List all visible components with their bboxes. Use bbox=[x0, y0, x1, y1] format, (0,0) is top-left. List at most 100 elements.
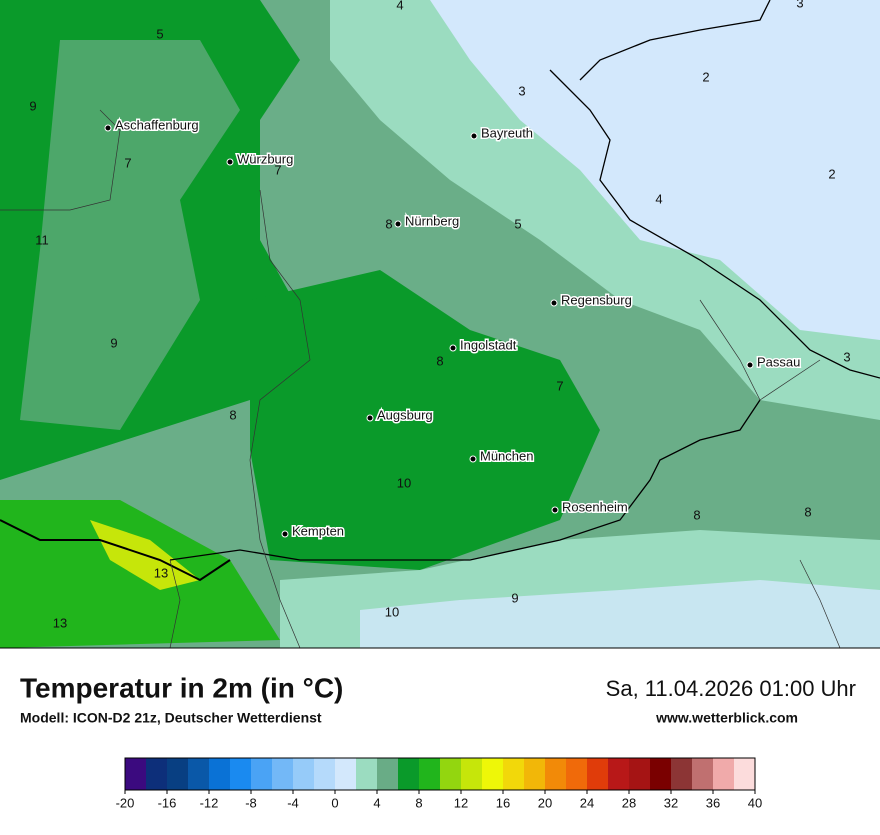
colorbar-tick-label: -20 bbox=[116, 795, 135, 810]
colorbar-tick-label: 12 bbox=[454, 795, 468, 810]
colorbar-tick-label: 40 bbox=[748, 795, 762, 810]
website: www.wetterblick.com bbox=[655, 710, 798, 726]
colorbar-tick-label: 36 bbox=[706, 795, 720, 810]
colorbar-tick-label: -12 bbox=[200, 795, 219, 810]
city-name: Aschaffenburg bbox=[115, 117, 199, 132]
colorbar-swatch bbox=[524, 758, 546, 790]
map-value-label: 8 bbox=[229, 407, 236, 422]
city-name: München bbox=[480, 448, 533, 463]
colorbar-frame bbox=[124, 757, 756, 791]
map-value-label: 3 bbox=[518, 83, 525, 98]
colorbar-swatch bbox=[335, 758, 357, 790]
cities: Aschaffenburg Würzburg Bayreuth Nürnberg Reg… bbox=[104, 116, 802, 540]
colorbar-swatch bbox=[608, 758, 630, 790]
colorbar-swatch bbox=[230, 758, 252, 790]
colorbar-tick-label: 0 bbox=[331, 795, 338, 810]
map-value-label: 3 bbox=[843, 349, 850, 364]
colorbar-swatch bbox=[734, 758, 756, 790]
city-dot bbox=[394, 220, 402, 228]
colorbar-tick-label: 20 bbox=[538, 795, 552, 810]
map-value-label: 8 bbox=[804, 504, 811, 519]
map-value-label: 13 bbox=[53, 615, 67, 630]
map-value-label: 9 bbox=[29, 98, 36, 113]
colorbar-swatch bbox=[545, 758, 567, 790]
colorbar-swatch bbox=[692, 758, 714, 790]
city-name: Ingolstadt bbox=[460, 337, 517, 352]
colorbar-swatch bbox=[356, 758, 378, 790]
city-name: Nürnberg bbox=[405, 213, 459, 228]
city-name: Kempten bbox=[292, 523, 344, 538]
map-value-label: 5 bbox=[156, 26, 163, 41]
city-dot bbox=[226, 158, 234, 166]
city-name: Bayreuth bbox=[481, 125, 533, 140]
city-dot bbox=[449, 344, 457, 352]
colorbar-swatch bbox=[209, 758, 231, 790]
map-value-label: 10 bbox=[397, 475, 411, 490]
map-labels: 4 3 5 2 3 9 2 7 7 4 11 8 5 9 8 3 7 8 10 8 8 13 13 10 9 bbox=[29, 0, 850, 630]
colorbar-swatch bbox=[419, 758, 441, 790]
map bbox=[0, 0, 880, 649]
colorbar-tick-label: -16 bbox=[158, 795, 177, 810]
colorbar-swatch bbox=[125, 758, 147, 790]
colorbar-tick-label: 8 bbox=[415, 795, 422, 810]
map-value-label: 9 bbox=[511, 590, 518, 605]
map-value-label: 8 bbox=[436, 353, 443, 368]
colorbar-swatch bbox=[440, 758, 462, 790]
map-value-label: 2 bbox=[702, 69, 709, 84]
city-dot bbox=[470, 132, 478, 140]
colorbar-tick-label: -8 bbox=[245, 795, 257, 810]
city-name: Regensburg bbox=[561, 292, 632, 307]
colorbar-swatch bbox=[146, 758, 168, 790]
colorbar-swatch bbox=[587, 758, 609, 790]
colorbar-swatch bbox=[272, 758, 294, 790]
map-value-label: 13 bbox=[154, 565, 168, 580]
map-value-label: 3 bbox=[796, 0, 803, 10]
colorbar-swatch bbox=[461, 758, 483, 790]
colorbar-swatch bbox=[566, 758, 588, 790]
city-dot bbox=[551, 506, 559, 514]
colorbar-swatch bbox=[482, 758, 504, 790]
map-value-label: 4 bbox=[655, 191, 662, 206]
colorbar-swatch bbox=[314, 758, 336, 790]
city-name: Passau bbox=[757, 354, 800, 369]
map-value-label: 11 bbox=[35, 232, 49, 247]
colorbar-tick-label: 4 bbox=[373, 795, 380, 810]
colorbar-swatch bbox=[671, 758, 693, 790]
colorbar-swatch bbox=[293, 758, 315, 790]
colorbar-swatch bbox=[503, 758, 525, 790]
map-value-label: 5 bbox=[514, 216, 521, 231]
colorbar-swatch bbox=[251, 758, 273, 790]
colorbar-tick-label: 28 bbox=[622, 795, 636, 810]
map-value-label: 7 bbox=[124, 155, 131, 170]
map-value-label: 4 bbox=[396, 0, 403, 12]
map-value-label: 7 bbox=[556, 378, 563, 393]
map-value-label: 2 bbox=[828, 166, 835, 181]
map-value-label: 8 bbox=[385, 216, 392, 231]
model: Modell: ICON-D2 21z, Deutscher Wetterdie… bbox=[20, 710, 322, 726]
colorbar-swatch bbox=[188, 758, 210, 790]
map-value-label: 8 bbox=[693, 507, 700, 522]
colorbar: -20 -16 -12 -8 -4 0 4 8 12 16 20 24 28 32 36 40 bbox=[116, 757, 762, 810]
colorbar-swatch bbox=[629, 758, 651, 790]
map-value-label: 10 bbox=[385, 604, 399, 619]
colorbar-tick-label: 24 bbox=[580, 795, 594, 810]
city-name: Würzburg bbox=[237, 151, 293, 166]
colorbar-tick-label: -4 bbox=[287, 795, 299, 810]
title: Temperatur in 2m (in °C) bbox=[20, 672, 343, 703]
colorbar-swatch bbox=[650, 758, 672, 790]
city-dot bbox=[746, 361, 754, 369]
city-name: Rosenheim bbox=[562, 499, 628, 514]
colorbar-swatch bbox=[713, 758, 735, 790]
colorbar-swatch bbox=[398, 758, 420, 790]
map-value-label: 7 bbox=[274, 162, 281, 177]
city-dot bbox=[281, 530, 289, 538]
city-name: Augsburg bbox=[377, 407, 433, 422]
city-dot bbox=[104, 124, 112, 132]
colorbar-tick-label: 32 bbox=[664, 795, 678, 810]
city-dot bbox=[469, 455, 477, 463]
city-dot bbox=[366, 414, 374, 422]
colorbar-swatch bbox=[377, 758, 399, 790]
colorbar-swatch bbox=[167, 758, 189, 790]
colorbar-tick-label: 16 bbox=[496, 795, 510, 810]
